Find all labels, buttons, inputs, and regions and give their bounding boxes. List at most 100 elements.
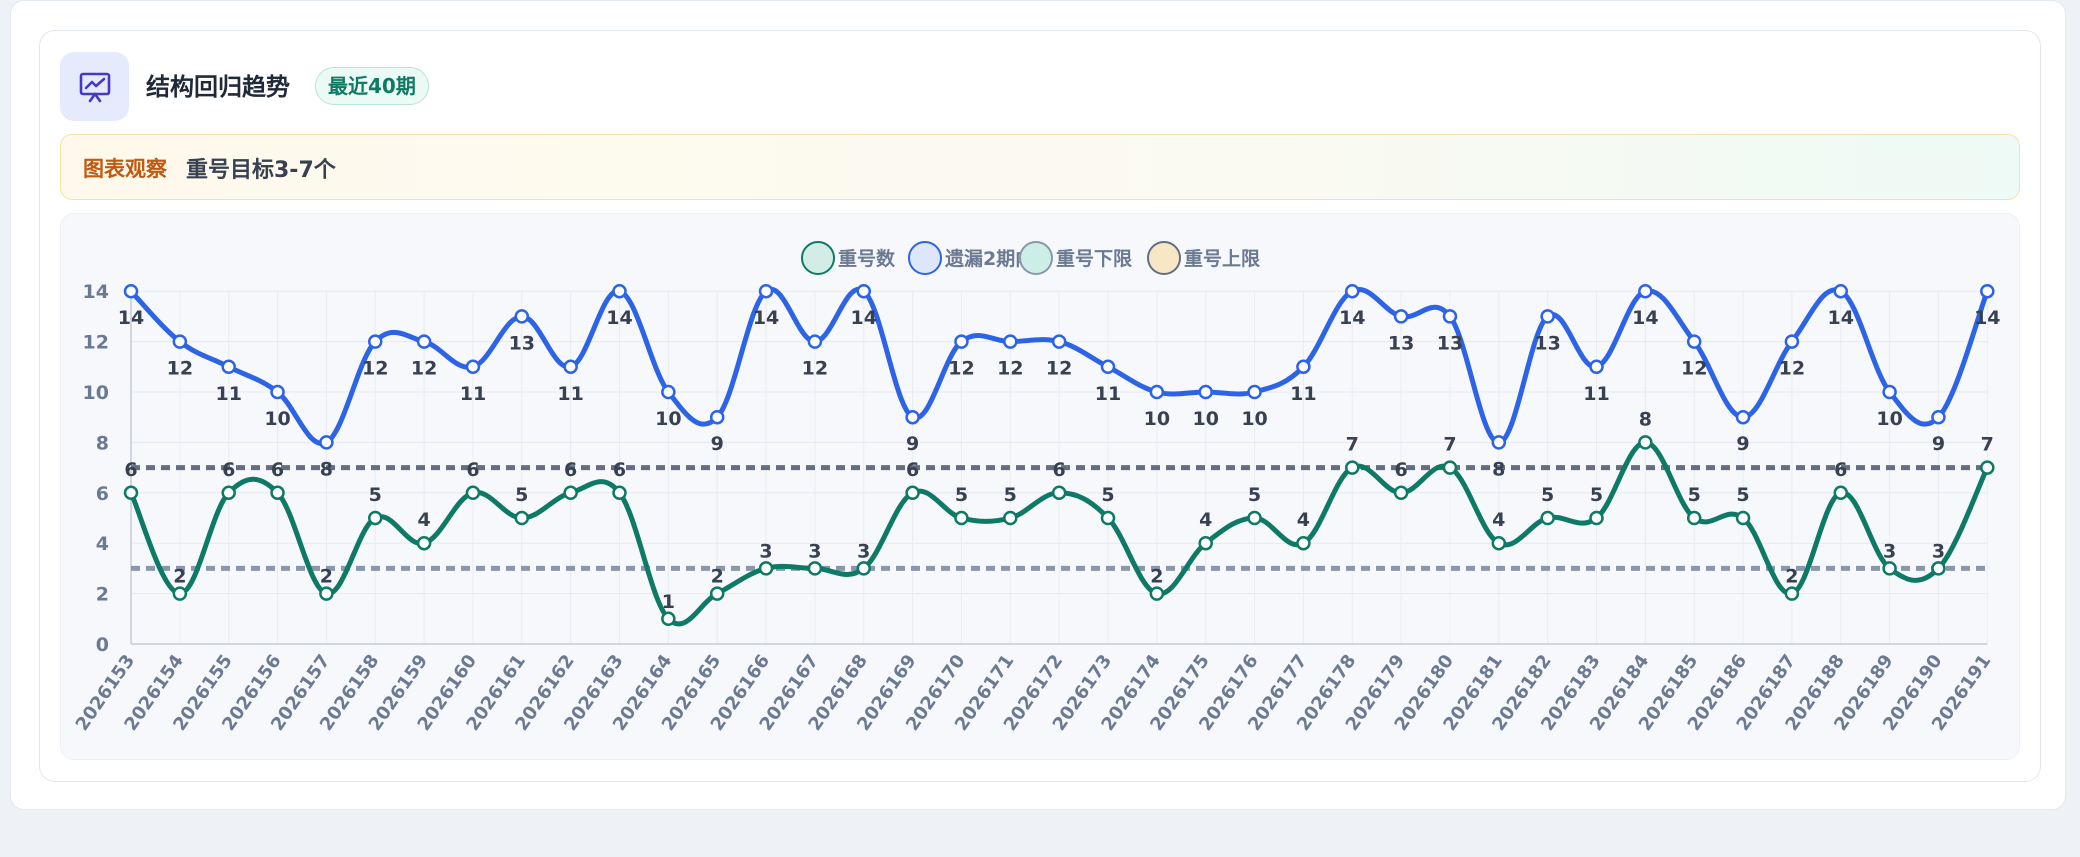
missing-point xyxy=(1100,359,1116,375)
missing-point xyxy=(1345,283,1360,299)
missing-data-label: 13 xyxy=(1388,332,1414,354)
missing-point xyxy=(1051,334,1067,349)
chart-panel: 0 2 4 6 8 10 12 14 2026153 2026154 2026155 2026156 2… xyxy=(60,213,2020,760)
missing-data-label: 11 xyxy=(557,383,583,405)
missing-data-label: 10 xyxy=(264,408,290,430)
missing-point xyxy=(1931,409,1946,425)
repeat-point xyxy=(123,485,139,501)
observation-text: 重号目标3-7个 xyxy=(186,158,336,183)
legend-label: 重号上限 xyxy=(1184,248,1260,270)
repeat-point xyxy=(465,485,481,501)
missing-data-label: 12 xyxy=(362,358,388,380)
y-tick-label: 14 xyxy=(83,281,109,303)
repeat-data-label: 7 xyxy=(1981,434,1994,456)
missing-data-label: 11 xyxy=(1095,383,1121,405)
missing-point xyxy=(1882,384,1897,400)
repeat-data-label: 5 xyxy=(1101,484,1114,506)
missing-data-label: 12 xyxy=(997,358,1023,380)
missing-point xyxy=(1980,283,1995,299)
repeat-point xyxy=(807,561,823,576)
repeat-point xyxy=(1149,586,1165,601)
observation-banner: 图表观察 重号目标3-7个 xyxy=(60,134,2020,200)
missing-point xyxy=(1296,359,1311,375)
repeat-point xyxy=(1491,535,1507,551)
missing-point xyxy=(123,283,139,299)
repeat-data-label: 1 xyxy=(662,591,675,613)
repeat-data-label: 6 xyxy=(271,459,284,481)
repeat-series: 6 2 6 6 2 5 4 6 5 6 6 1 2 3 3 3 6 5 5 6 5 2 4 5 4 7 6 7 4 5 5 8 5 5 2 6 3 3 7 xyxy=(123,408,1995,627)
y-tick-label: 0 xyxy=(96,634,109,656)
missing-data-label: 12 xyxy=(1681,358,1707,380)
missing-point xyxy=(1686,334,1702,349)
repeat-data-label: 5 xyxy=(1590,484,1603,506)
repeat-point xyxy=(1198,535,1213,551)
period-badge: 最近40期 xyxy=(315,67,429,105)
missing-point xyxy=(1491,435,1507,450)
missing-point xyxy=(465,359,481,375)
repeat-data-label: 5 xyxy=(955,484,968,506)
repeat-data-label: 5 xyxy=(1688,484,1701,506)
repeat-data-label: 5 xyxy=(1736,484,1749,506)
missing-data-label: 9 xyxy=(711,433,724,455)
repeat-point xyxy=(1247,510,1262,526)
repeat-data-label: 6 xyxy=(564,459,577,481)
missing-data-label: 10 xyxy=(1144,408,1170,430)
missing-point xyxy=(905,409,920,425)
repeat-data-label: 4 xyxy=(1199,509,1212,531)
missing-data-label: 10 xyxy=(1876,408,1902,430)
y-tick-label: 6 xyxy=(96,483,109,505)
missing-data-label: 11 xyxy=(460,383,486,405)
missing-data-label: 13 xyxy=(509,332,535,354)
missing-point xyxy=(1198,384,1213,400)
page-title: 结构回归趋势 xyxy=(146,73,290,101)
repeat-data-label: 6 xyxy=(906,459,919,481)
missing-point xyxy=(368,334,383,349)
repeat-data-label: 5 xyxy=(515,484,528,506)
missing-data-label: 12 xyxy=(167,358,193,380)
missing-data-label: 10 xyxy=(1192,408,1218,430)
missing-point xyxy=(1638,283,1653,299)
missing-point xyxy=(1003,334,1018,349)
repeat-point xyxy=(563,485,578,501)
repeat-point xyxy=(1784,586,1800,601)
legend: 重号数 遗漏2期内 重号下限 重号上限 xyxy=(801,241,1260,275)
y-tick-label: 2 xyxy=(96,584,109,606)
missing-data-label: 11 xyxy=(215,383,241,405)
missing-point xyxy=(709,409,725,425)
legend-swatch xyxy=(1147,241,1181,275)
missing-data-label: 13 xyxy=(1437,332,1463,354)
missing-point xyxy=(319,435,334,450)
missing-data-label: 11 xyxy=(1583,383,1609,405)
repeat-point xyxy=(1540,510,1555,526)
repeat-point xyxy=(1833,485,1848,501)
trend-chart: 0246810121420261532026154202615520261562… xyxy=(72,241,2001,735)
missing-data-label: 10 xyxy=(655,408,681,430)
repeat-point xyxy=(856,561,871,576)
missing-data-label: 12 xyxy=(1779,358,1805,380)
repeat-data-label: 3 xyxy=(808,540,821,562)
repeat-data-label: 7 xyxy=(1443,434,1456,456)
repeat-data-label: 7 xyxy=(1346,434,1359,456)
missing-point xyxy=(221,359,236,375)
repeat-data-label: 6 xyxy=(613,459,626,481)
missing-point xyxy=(807,334,823,349)
repeat-data-label: 5 xyxy=(1541,484,1554,506)
repeat-data-label: 5 xyxy=(1004,484,1017,506)
repeat-data-label: 2 xyxy=(1785,566,1798,588)
y-tick-label: 12 xyxy=(83,332,109,354)
missing-point xyxy=(270,384,285,400)
missing-data-label: 14 xyxy=(606,307,632,329)
repeat-data-label: 2 xyxy=(1150,566,1163,588)
repeat-point xyxy=(1393,485,1409,501)
missing-data-label: 12 xyxy=(802,358,828,380)
repeat-point xyxy=(1589,510,1604,526)
repeat-point xyxy=(1003,510,1018,526)
legend-label: 遗漏2期内 xyxy=(944,247,1034,270)
repeat-point xyxy=(1931,561,1946,576)
repeat-point xyxy=(514,510,530,526)
missing-data-label: 9 xyxy=(906,433,919,455)
missing-data-label: 9 xyxy=(1736,433,1749,455)
missing-data-label: 14 xyxy=(851,307,877,329)
repeat-point xyxy=(1882,561,1897,576)
missing-point xyxy=(1247,384,1262,400)
